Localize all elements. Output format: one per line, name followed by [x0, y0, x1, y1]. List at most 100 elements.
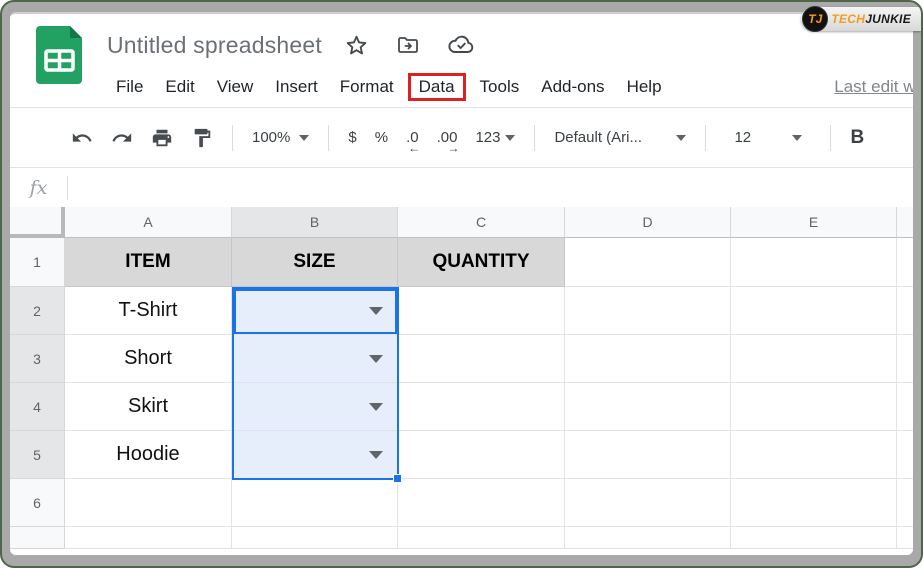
- cell-a5[interactable]: Hoodie: [65, 431, 232, 479]
- doc-title[interactable]: Untitled spreadsheet: [107, 31, 322, 58]
- menu-format[interactable]: Format: [339, 77, 394, 96]
- formula-input[interactable]: [68, 168, 913, 207]
- menu-data-highlighted[interactable]: Data: [407, 73, 466, 101]
- last-edit-link[interactable]: Last edit wa: [834, 77, 913, 96]
- font-select[interactable]: Default (Ari...: [545, 120, 695, 156]
- cell-d3[interactable]: [565, 335, 731, 383]
- row-header-7-partial[interactable]: [10, 527, 65, 549]
- percent-format-button[interactable]: %: [366, 120, 397, 156]
- column-header-c[interactable]: C: [398, 207, 565, 238]
- cell-f5[interactable]: [897, 431, 913, 479]
- menu-file[interactable]: File: [116, 77, 144, 96]
- cell-b2-dropdown[interactable]: [232, 287, 398, 335]
- menu-addons[interactable]: Add-ons: [541, 77, 605, 96]
- cell-a3[interactable]: Short: [65, 335, 232, 383]
- cloud-saved-icon[interactable]: [447, 33, 475, 57]
- cell-d1[interactable]: [565, 238, 731, 287]
- cell-e6[interactable]: [731, 479, 897, 527]
- toolbar-separator: [705, 124, 707, 151]
- cell-e5[interactable]: [731, 431, 897, 479]
- row-header-4[interactable]: 4: [10, 383, 65, 431]
- currency-format-button[interactable]: $: [339, 120, 365, 156]
- font-size-select[interactable]: 12: [716, 120, 820, 156]
- column-header-a[interactable]: A: [65, 207, 232, 238]
- column-header-b[interactable]: B: [232, 207, 398, 238]
- bold-button[interactable]: B: [841, 120, 873, 156]
- cell-a6[interactable]: [65, 479, 232, 527]
- cell-c1[interactable]: QUANTITY: [398, 238, 565, 287]
- select-all-corner[interactable]: [10, 207, 65, 238]
- formula-bar: fx: [10, 167, 913, 207]
- sheet-grid: A B C D E 1 ITEM SIZE QUANTITY 2 T-Shirt…: [10, 207, 913, 555]
- dropdown-arrow-icon[interactable]: [369, 354, 383, 363]
- cell-f7[interactable]: [897, 527, 913, 549]
- row-header-6[interactable]: 6: [10, 479, 65, 527]
- menu-tools[interactable]: Tools: [479, 77, 520, 96]
- cell-e3[interactable]: [731, 335, 897, 383]
- cell-b3-dropdown[interactable]: [232, 335, 398, 383]
- cell-b7[interactable]: [232, 527, 398, 549]
- undo-button[interactable]: [62, 120, 102, 156]
- app-header: Untitled spreadsheet File Edit View Inse…: [10, 14, 913, 107]
- dropdown-arrow-icon[interactable]: [369, 306, 383, 315]
- row-header-5[interactable]: 5: [10, 431, 65, 479]
- cell-e1[interactable]: [731, 238, 897, 287]
- cell-c5[interactable]: [398, 431, 565, 479]
- cell-d2[interactable]: [565, 287, 731, 335]
- chevron-down-icon: [792, 134, 803, 141]
- menu-view[interactable]: View: [216, 77, 254, 96]
- row-header-3[interactable]: 3: [10, 335, 65, 383]
- cell-d4[interactable]: [565, 383, 731, 431]
- cell-a1[interactable]: ITEM: [65, 238, 232, 287]
- more-formats-button[interactable]: 123: [466, 120, 524, 156]
- column-header-e[interactable]: E: [731, 207, 897, 238]
- move-to-folder-icon[interactable]: [395, 33, 421, 57]
- cell-b6[interactable]: [232, 479, 398, 527]
- cell-f4[interactable]: [897, 383, 913, 431]
- menu-edit[interactable]: Edit: [165, 77, 195, 96]
- column-header-partial[interactable]: [897, 207, 913, 238]
- redo-button[interactable]: [102, 120, 142, 156]
- menu-insert[interactable]: Insert: [275, 77, 318, 96]
- cell-c7[interactable]: [398, 527, 565, 549]
- cell-c6[interactable]: [398, 479, 565, 527]
- cell-d7[interactable]: [565, 527, 731, 549]
- cell-e4[interactable]: [731, 383, 897, 431]
- cell-c2[interactable]: [398, 287, 565, 335]
- zoom-select[interactable]: 100%: [243, 120, 318, 156]
- cell-a4[interactable]: Skirt: [65, 383, 232, 431]
- toolbar: 100% $ % .0 ← .00 → 123 Default (Ari...: [10, 107, 913, 167]
- cell-d5[interactable]: [565, 431, 731, 479]
- cell-b1[interactable]: SIZE: [232, 238, 398, 287]
- cell-a2[interactable]: T-Shirt: [65, 287, 232, 335]
- cell-d6[interactable]: [565, 479, 731, 527]
- cell-b5-dropdown[interactable]: [232, 431, 398, 479]
- print-button[interactable]: [142, 120, 182, 156]
- dropdown-arrow-icon[interactable]: [369, 402, 383, 411]
- row-header-2[interactable]: 2: [10, 287, 65, 335]
- dropdown-arrow-icon[interactable]: [369, 450, 383, 459]
- menu-help[interactable]: Help: [626, 77, 662, 96]
- cell-c4[interactable]: [398, 383, 565, 431]
- column-header-d[interactable]: D: [565, 207, 731, 238]
- star-icon[interactable]: [344, 33, 369, 58]
- row-header-1[interactable]: 1: [10, 238, 65, 287]
- increase-decimal-button[interactable]: .00 →: [428, 120, 467, 156]
- cell-a7[interactable]: [65, 527, 232, 549]
- cell-c3[interactable]: [398, 335, 565, 383]
- cell-f2[interactable]: [897, 287, 913, 335]
- cell-b4-dropdown[interactable]: [232, 383, 398, 431]
- cell-f1[interactable]: [897, 238, 913, 287]
- paint-format-button[interactable]: [182, 120, 222, 156]
- cell-e2[interactable]: [731, 287, 897, 335]
- sheets-logo-icon[interactable]: [36, 24, 84, 86]
- fx-icon: fx: [29, 176, 48, 199]
- cell-e7[interactable]: [731, 527, 897, 549]
- decrease-decimal-button[interactable]: .0 ←: [397, 120, 428, 156]
- techjunkie-wordmark: TECHJUNKIE: [831, 12, 911, 26]
- font-size-value: 12: [734, 129, 752, 146]
- cell-f6[interactable]: [897, 479, 913, 527]
- techjunkie-badge: TJ TECHJUNKIE: [801, 6, 921, 32]
- cell-f3[interactable]: [897, 335, 913, 383]
